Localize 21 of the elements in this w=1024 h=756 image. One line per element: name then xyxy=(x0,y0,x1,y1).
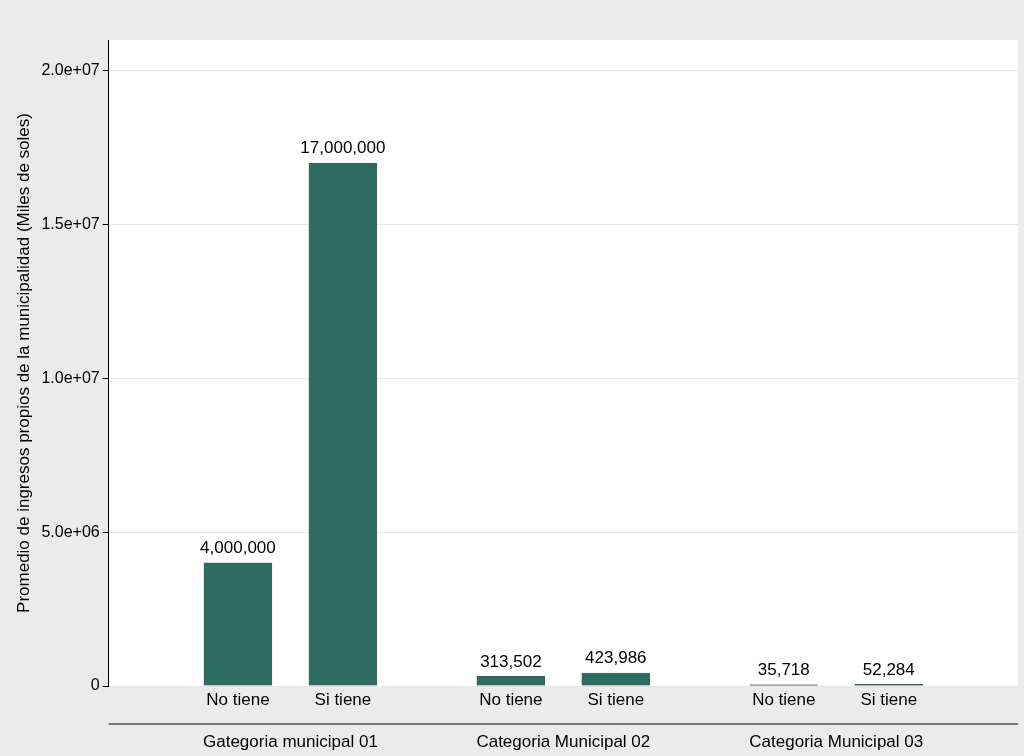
data-label: 4,000,000 xyxy=(200,538,276,558)
y-axis-title: Promedio de ingresos propios de la municipalidad (Miles de soles) xyxy=(13,113,33,613)
x-tick-label: No tiene xyxy=(479,690,543,710)
x-tick-label: Si tiene xyxy=(860,690,918,710)
data-label: 423,986 xyxy=(585,648,647,668)
data-label: 35,718 xyxy=(757,660,810,680)
y-tick-label: 1.5e+07 xyxy=(41,214,100,232)
data-label: 17,000,000 xyxy=(300,138,386,158)
x-tick-label: Si tiene xyxy=(587,690,645,710)
x-tick-label: Si tiene xyxy=(314,690,372,710)
text: Gategoria municipal 01 xyxy=(203,732,378,752)
x-tick-label: No tiene xyxy=(752,690,816,710)
y-tick-label: 5.0e+06 xyxy=(41,522,100,540)
data-label: 313,502 xyxy=(480,651,542,671)
data-label: 52,284 xyxy=(862,659,915,679)
y-tick-label: 0 xyxy=(90,676,100,694)
text: Categoria Municipal 02 xyxy=(476,732,651,752)
x-tick-label: No tiene xyxy=(206,690,270,710)
y-tick-label: 2.0e+07 xyxy=(41,61,100,79)
text: Categoria Municipal 03 xyxy=(749,732,924,752)
y-tick-label: 1.0e+07 xyxy=(41,368,100,386)
